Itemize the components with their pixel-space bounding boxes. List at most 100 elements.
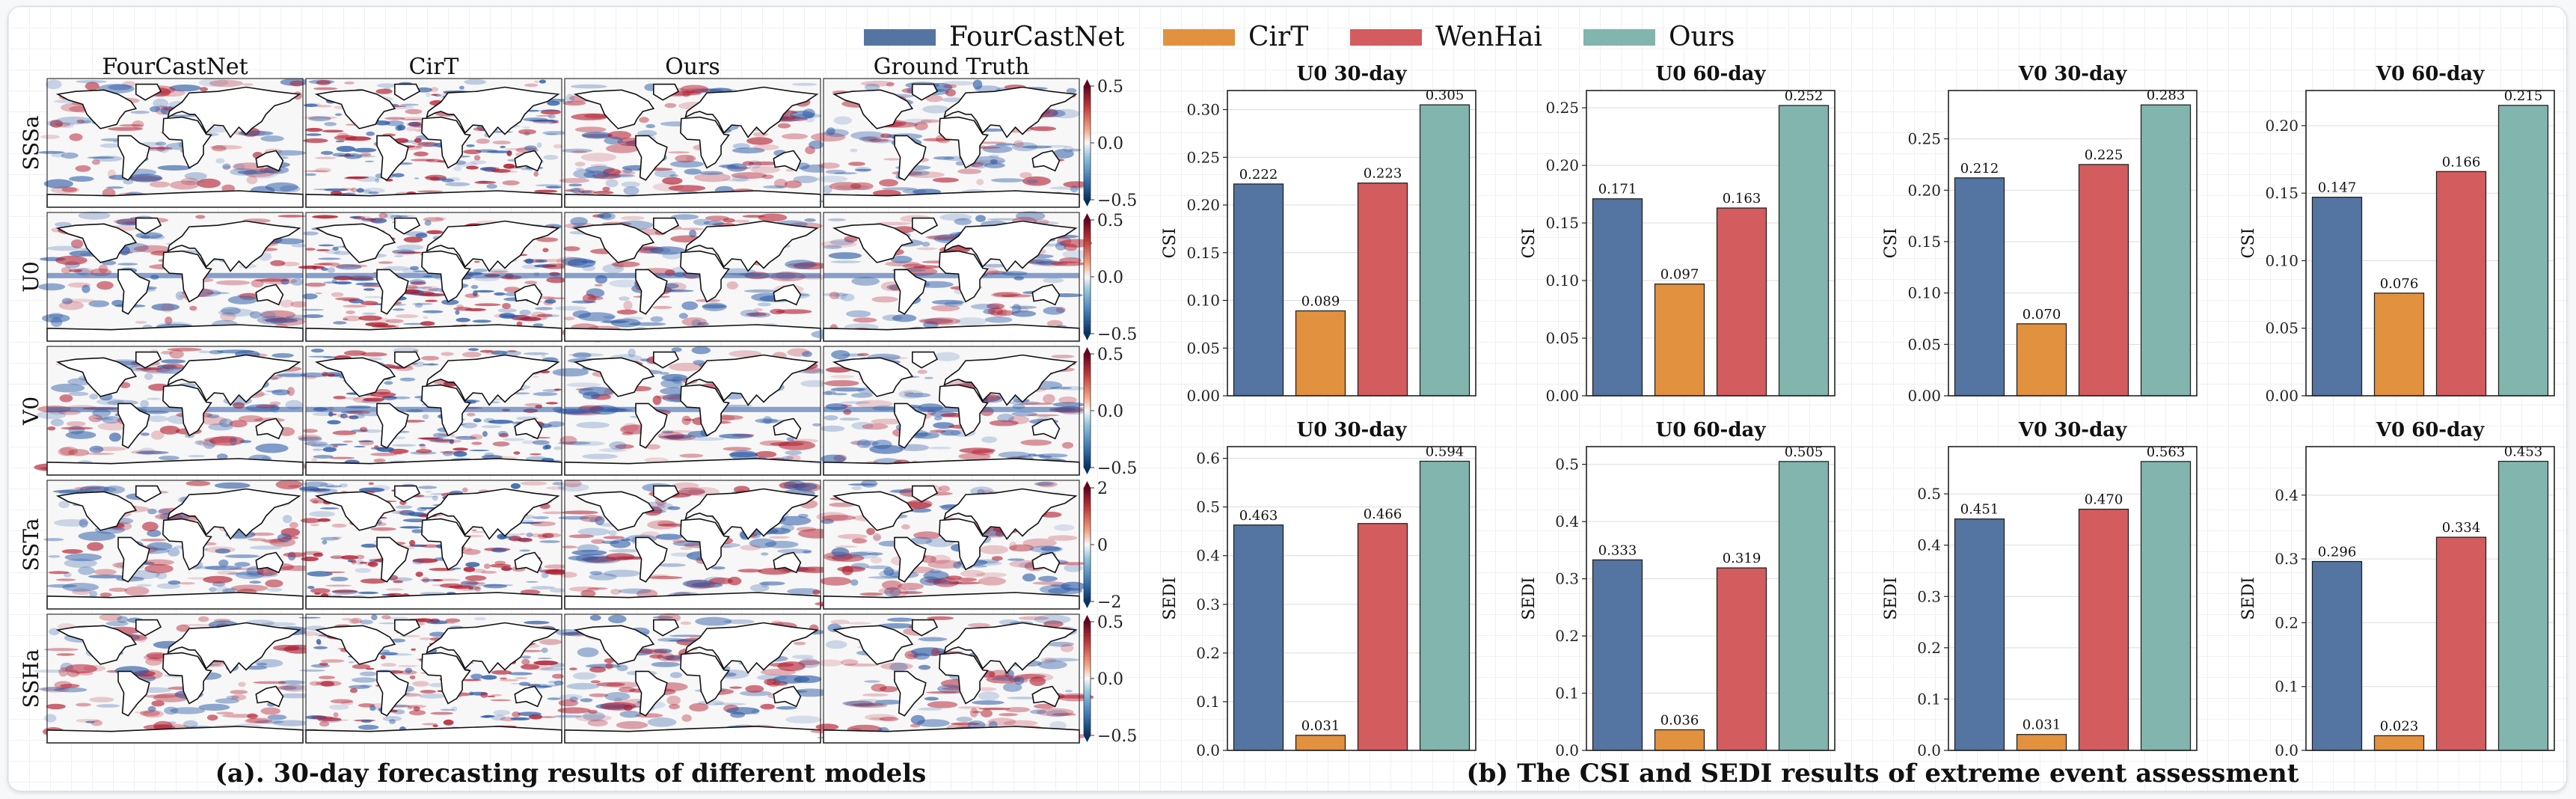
anomaly-blob [343,304,367,308]
anomaly-blob [510,483,521,489]
anomaly-blob [559,435,577,445]
bar-cirt [1295,735,1346,751]
anomaly-blob [521,655,532,659]
anomaly-blob [477,584,500,587]
anomaly-blob [300,518,322,524]
anomaly-blob [313,87,338,91]
anomaly-blob [1052,108,1080,119]
anomaly-blob [48,555,61,558]
anomaly-blob [91,159,101,165]
anomaly-blob [746,137,773,145]
anomaly-blob [680,85,709,94]
anomaly-blob [312,215,339,219]
anomaly-blob [464,293,479,299]
bar-cirt [1654,729,1705,751]
anomaly-blob [160,89,185,97]
anomaly-blob [1050,261,1085,266]
anomaly-blob [325,584,352,587]
bar-cirt [2373,735,2425,751]
anomaly-blob [576,421,610,429]
anomaly-blob [363,288,375,291]
anomaly-blob [178,582,195,585]
continent-outline [684,86,819,138]
continent-outline [680,116,730,169]
anomaly-blob [791,82,818,86]
anomaly-blob [714,702,746,705]
bar-fourcastnet [1592,559,1643,751]
anomaly-blob [489,563,512,568]
anomaly-blob [189,305,197,311]
anomaly-blob [375,178,380,183]
anomaly-blob [918,637,948,642]
anomaly-blob [680,621,692,625]
anomaly-blob [461,352,482,358]
anomaly-blob [497,308,517,313]
map-border [823,78,1080,208]
colorbar-tick-label: 0.0 [1097,269,1123,287]
anomaly-blob [168,114,201,117]
anomaly-blob [972,711,982,714]
anomaly-blob [558,699,578,707]
anomaly-blob [497,430,509,437]
anomaly-blob [266,390,283,393]
y-tick-label: 0.20 [1545,156,1579,174]
anomaly-blob [319,720,330,727]
anomaly-blob [416,449,432,453]
anomaly-blob [200,87,208,92]
anomaly-blob [420,355,440,361]
anomaly-blob [841,404,853,407]
anomaly-blob [368,482,374,486]
anomaly-blob [957,168,982,174]
anomaly-blob [459,85,464,90]
anomaly-blob [723,447,752,451]
anomaly-blob [975,141,1007,144]
anomaly-blob [729,686,743,689]
anomaly-blob [602,319,630,323]
anomaly-blob [107,169,117,179]
anomaly-blob [1022,145,1052,149]
anomaly-blob [339,483,349,488]
anomaly-blob [108,84,132,91]
anomaly-blob [784,180,802,189]
anomaly-blob [474,290,494,293]
anomaly-blob [43,648,79,652]
colorbar-arrow-bottom [1084,200,1091,206]
anomaly-blob [927,701,958,708]
anomaly-blob [474,303,501,307]
anomaly-blob [563,246,580,251]
figure-canvas: FourCastNet CirT Ours Ground Truth SSSa 0.5 0.… [7,6,2567,792]
map-cell-sssa-0 [37,78,310,208]
anomaly-blob [310,716,334,720]
anomaly-blob [218,308,254,317]
anomaly-blob [604,692,631,701]
bar-fourcastnet [2311,560,2363,751]
anomaly-blob [473,418,482,423]
anomaly-blob [777,123,791,129]
anomaly-blob [594,284,603,287]
bar-value-label: 0.319 [1723,551,1761,566]
y-tick-label: 0.1 [1917,690,1941,708]
anomaly-blob [280,261,300,266]
anomaly-blob [424,177,433,179]
anomaly-blob [144,694,178,699]
bar-chart-4: 0.00.10.20.30.40.50.60.4630.0310.4660.59… [1161,419,1476,759]
anomaly-blob [446,177,461,182]
anomaly-blob [464,575,487,581]
continent-outline [167,86,301,138]
anomaly-blob [883,567,895,576]
anomaly-blob [1054,524,1075,531]
anomaly-blob [61,426,93,430]
anomaly-blob [920,119,941,123]
anomaly-blob [569,188,581,193]
anomaly-blob [333,374,343,377]
anomaly-blob [681,301,699,310]
anomaly-blob [356,559,364,566]
anomaly-blob [470,160,487,165]
y-tick-label: 0.1 [1555,685,1579,702]
anomaly-blob [309,681,321,686]
anomaly-blob [750,166,780,174]
bar-fourcastnet [1592,198,1643,397]
anomaly-blob [1009,305,1037,309]
anomaly-blob [343,397,361,400]
anomaly-blob [337,132,349,138]
